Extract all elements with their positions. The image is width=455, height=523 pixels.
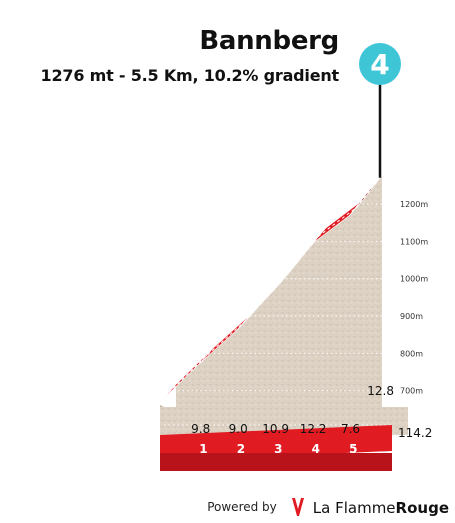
climb-number-badge <box>359 43 401 85</box>
distance-tick-label: 1 <box>199 442 207 456</box>
elevation-tick-label: 900m <box>400 312 423 321</box>
distance-tick-label: 2 <box>237 442 245 456</box>
distance-tick-label: 3 <box>274 442 282 456</box>
brand-name-part1: La Flamme <box>312 498 396 517</box>
powered-by-text: Powered by <box>207 500 277 514</box>
gradient-label: 7.6 <box>341 422 360 436</box>
gradient-label: 12.8 <box>367 384 394 398</box>
climb-number-label: 4 <box>370 48 389 81</box>
distance-band-base <box>160 453 392 471</box>
elevation-tick-label: 800m <box>400 349 423 358</box>
elevation-tick-label: 1100m <box>400 237 428 246</box>
climb-subtitle: 1276 mt - 5.5 Km, 10.2% gradient <box>40 66 340 85</box>
footer: Powered by La FlammeRouge <box>207 494 449 520</box>
gradient-label: 12.2 <box>300 422 327 436</box>
gradient-label: 9.0 <box>229 422 248 436</box>
brand-name-part2: Rouge <box>395 498 449 517</box>
elevation-tick-label: 1000m <box>400 275 428 284</box>
climb-title: Bannberg <box>199 26 339 56</box>
gradient-label: 10.9 <box>262 422 289 436</box>
finish-km-label: 114.2 <box>398 426 432 440</box>
ribbon-centre-line <box>168 183 376 393</box>
distance-tick-label: 5 <box>349 442 357 456</box>
brand-name[interactable]: La FlammeRouge <box>313 498 449 517</box>
flame-logo-icon <box>291 498 304 516</box>
elevation-tick-label: 1200m <box>400 200 428 209</box>
elevation-tick-label: 700m <box>400 387 423 396</box>
gradient-label: 9.8 <box>191 422 210 436</box>
distance-band <box>160 425 392 461</box>
distance-tick-label: 4 <box>312 442 320 456</box>
